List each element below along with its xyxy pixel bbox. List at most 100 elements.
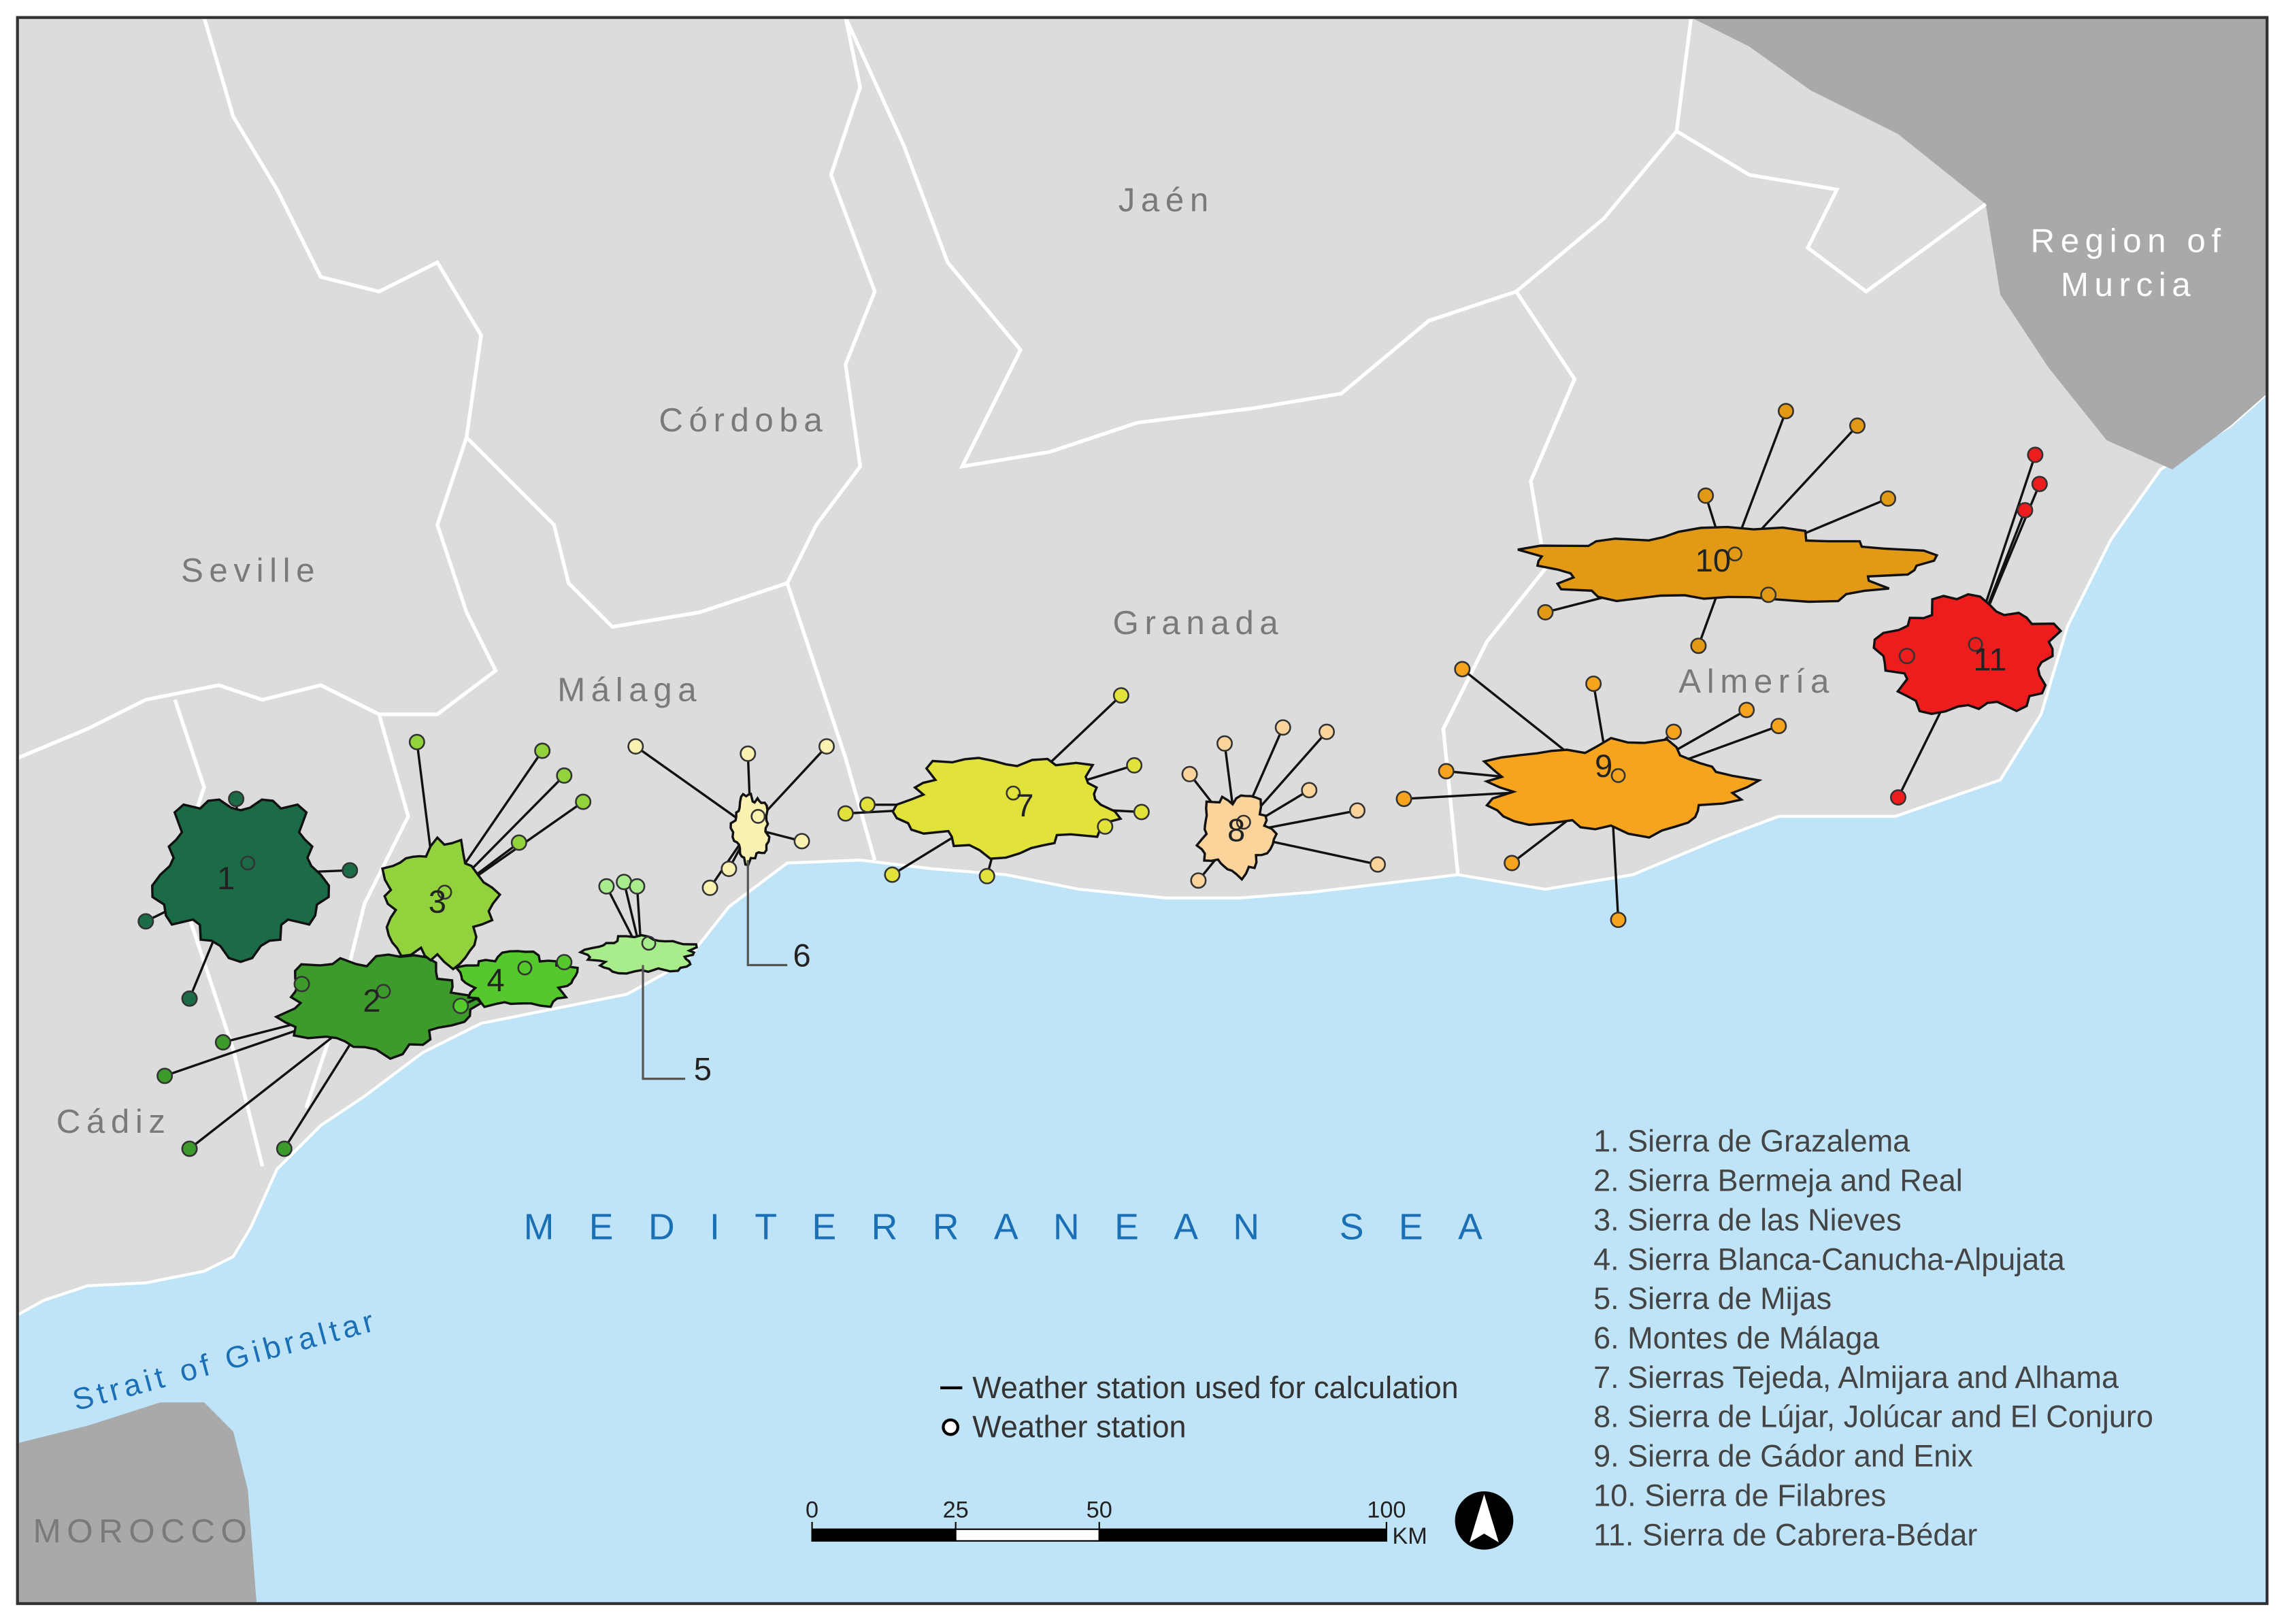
region-label: Murcia: [2061, 266, 2196, 303]
weather-station: [575, 793, 592, 810]
region-label: Cádiz: [56, 1103, 171, 1140]
weather-station: [837, 805, 854, 822]
weather-station: [556, 954, 573, 971]
protected-area: [454, 950, 579, 1008]
scale-unit: KM: [1392, 1523, 1427, 1549]
weather-station: [1181, 765, 1198, 782]
weather-station: [1968, 637, 1983, 652]
legend-item: 3. Sierra de las Nieves: [1593, 1202, 1902, 1237]
weather-station: [1301, 782, 1318, 799]
legend-item: 5. Sierra de Mijas: [1593, 1281, 1832, 1316]
scale-segment: [955, 1528, 1100, 1542]
area-number: 5: [694, 1051, 712, 1087]
legend-circle-symbol: [942, 1418, 959, 1436]
weather-station: [720, 861, 738, 878]
region-label: Málaga: [557, 672, 702, 709]
legend-circle-text: Weather station: [972, 1410, 1186, 1444]
weather-station: [1898, 648, 1915, 665]
weather-station: [1126, 757, 1143, 774]
area-number: 1: [217, 860, 235, 896]
weather-station: [1319, 723, 1335, 740]
weather-station: [342, 862, 359, 879]
region-label: Granada: [1113, 604, 1285, 642]
protected-area: [1517, 525, 1939, 603]
area-number: 4: [486, 962, 504, 998]
protected-area: [729, 792, 771, 867]
weather-station: [214, 1034, 231, 1051]
weather-station: [1890, 789, 1906, 806]
weather-station: [701, 879, 718, 896]
scale-label: 25: [943, 1497, 969, 1523]
area-number: 3: [429, 883, 446, 919]
weather-station: [1112, 687, 1129, 704]
weather-station: [1849, 417, 1866, 434]
legend-item: 4. Sierra Blanca-Canucha-Alpujata: [1593, 1242, 2066, 1276]
weather-station: [1133, 803, 1150, 821]
legend-item: 7. Sierras Tejeda, Almijara and Alhama: [1593, 1360, 2119, 1395]
weather-station: [1236, 814, 1251, 830]
weather-station: [1770, 718, 1787, 735]
weather-station: [1274, 719, 1291, 736]
weather-station: [1216, 735, 1233, 752]
weather-station: [884, 866, 901, 883]
area-number: 8: [1227, 812, 1245, 848]
weather-station: [1097, 818, 1114, 835]
weather-station: [629, 878, 646, 895]
weather-station: [1610, 768, 1626, 783]
protected-area: [891, 757, 1123, 860]
area-number: 2: [363, 982, 380, 1018]
morocco-land: [17, 1402, 257, 1604]
weather-station: [1738, 701, 1755, 718]
region-label: Region of: [2031, 222, 2227, 260]
weather-station: [517, 960, 533, 976]
weather-station: [859, 796, 876, 813]
weather-station: [978, 867, 995, 884]
weather-station: [1880, 490, 1896, 507]
scale-label: 100: [1367, 1497, 1406, 1523]
scale-label: 0: [806, 1497, 818, 1523]
area-number: 11: [1974, 642, 2007, 678]
weather-station: [228, 791, 245, 808]
region-label: MOROCCO: [33, 1512, 253, 1550]
legend-item: 2. Sierra Bermeja and Real: [1593, 1163, 1963, 1198]
scale-segment: [1098, 1528, 1387, 1542]
weather-station: [1454, 661, 1471, 678]
weather-station: [1190, 872, 1207, 889]
station-link: [635, 745, 752, 829]
scale-segment: [811, 1528, 957, 1542]
scale-label: 50: [1087, 1497, 1112, 1523]
weather-station: [750, 809, 766, 824]
weather-station: [534, 742, 551, 759]
weather-station: [556, 767, 573, 784]
weather-station: [1760, 586, 1777, 603]
weather-station: [1610, 912, 1627, 929]
weather-station: [2031, 476, 2048, 493]
weather-station: [240, 855, 256, 871]
weather-station: [276, 1140, 293, 1157]
weather-station: [1697, 487, 1714, 504]
region-label: Seville: [181, 552, 320, 589]
land: [16, 16, 2269, 1318]
weather-station: [452, 997, 469, 1014]
legend-item: 11. Sierra de Cabrera-Bédar: [1593, 1517, 1977, 1552]
area-number: 7: [1016, 787, 1033, 823]
weather-station: [137, 913, 154, 930]
weather-station: [740, 745, 757, 762]
legend-item: 1. Sierra de Grazalema: [1593, 1124, 1910, 1159]
weather-station: [1438, 763, 1455, 780]
area-number: 9: [1595, 748, 1612, 784]
weather-station: [181, 990, 198, 1007]
legend-item: 8. Sierra de Lújar, Jolúcar and El Conju…: [1593, 1399, 2153, 1434]
weather-station: [1504, 855, 1521, 872]
weather-station: [1395, 791, 1412, 808]
weather-station: [1666, 723, 1682, 740]
protected-area: [1195, 794, 1278, 882]
protected-area: [381, 835, 502, 971]
weather-station: [2017, 501, 2034, 518]
province-borders: [16, 16, 1987, 1167]
weather-station: [2027, 446, 2044, 463]
weather-station: [293, 976, 310, 993]
weather-station: [1585, 675, 1602, 692]
weather-station: [408, 733, 425, 750]
